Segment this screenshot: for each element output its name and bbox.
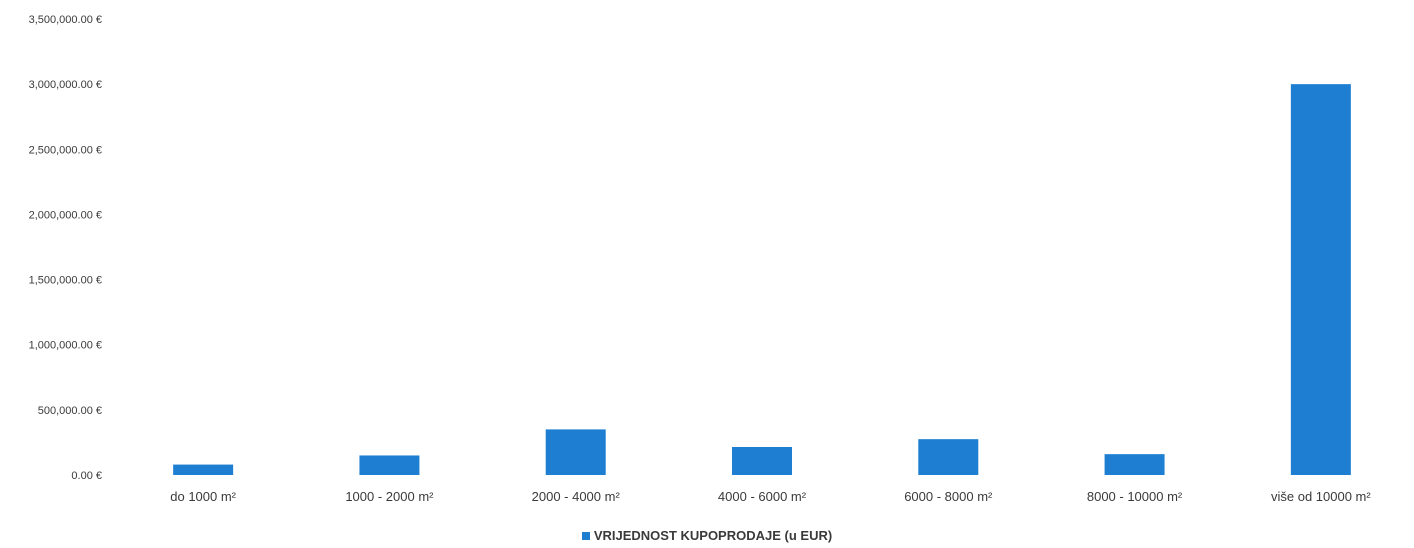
bar	[173, 464, 234, 475]
legend: VRIJEDNOST KUPOPRODAJE (u EUR)	[0, 528, 1414, 543]
bar	[545, 429, 606, 475]
y-tick-label: 2,500,000.00 €	[29, 144, 102, 156]
x-category-label: 4000 - 6000 m²	[718, 489, 807, 504]
legend-label: VRIJEDNOST KUPOPRODAJE (u EUR)	[593, 528, 833, 543]
y-tick-label: 1,000,000.00 €	[29, 340, 102, 352]
y-tick-label: 3,000,000.00 €	[29, 79, 102, 91]
y-tick-label: 0.00 €	[71, 470, 102, 482]
x-category-label: 8000 - 10000 m²	[1087, 489, 1183, 504]
x-category-label: 6000 - 8000 m²	[904, 489, 993, 504]
y-tick-label: 2,000,000.00 €	[29, 209, 102, 221]
y-tick-label: 1,500,000.00 €	[29, 275, 102, 287]
y-tick-label: 3,500,000.00 €	[29, 14, 102, 26]
y-tick-label: 500,000.00 €	[38, 405, 102, 417]
bar	[1104, 454, 1165, 475]
x-category-label: više od 10000 m²	[1271, 489, 1371, 504]
x-category-label: do 1000 m²	[170, 489, 236, 504]
legend-swatch	[581, 531, 590, 540]
bar	[1290, 84, 1351, 476]
x-category-label: 1000 - 2000 m²	[345, 489, 434, 504]
bar	[918, 439, 979, 475]
bar	[732, 446, 792, 475]
bar	[359, 455, 420, 475]
x-category-label: 2000 - 4000 m²	[532, 489, 621, 504]
